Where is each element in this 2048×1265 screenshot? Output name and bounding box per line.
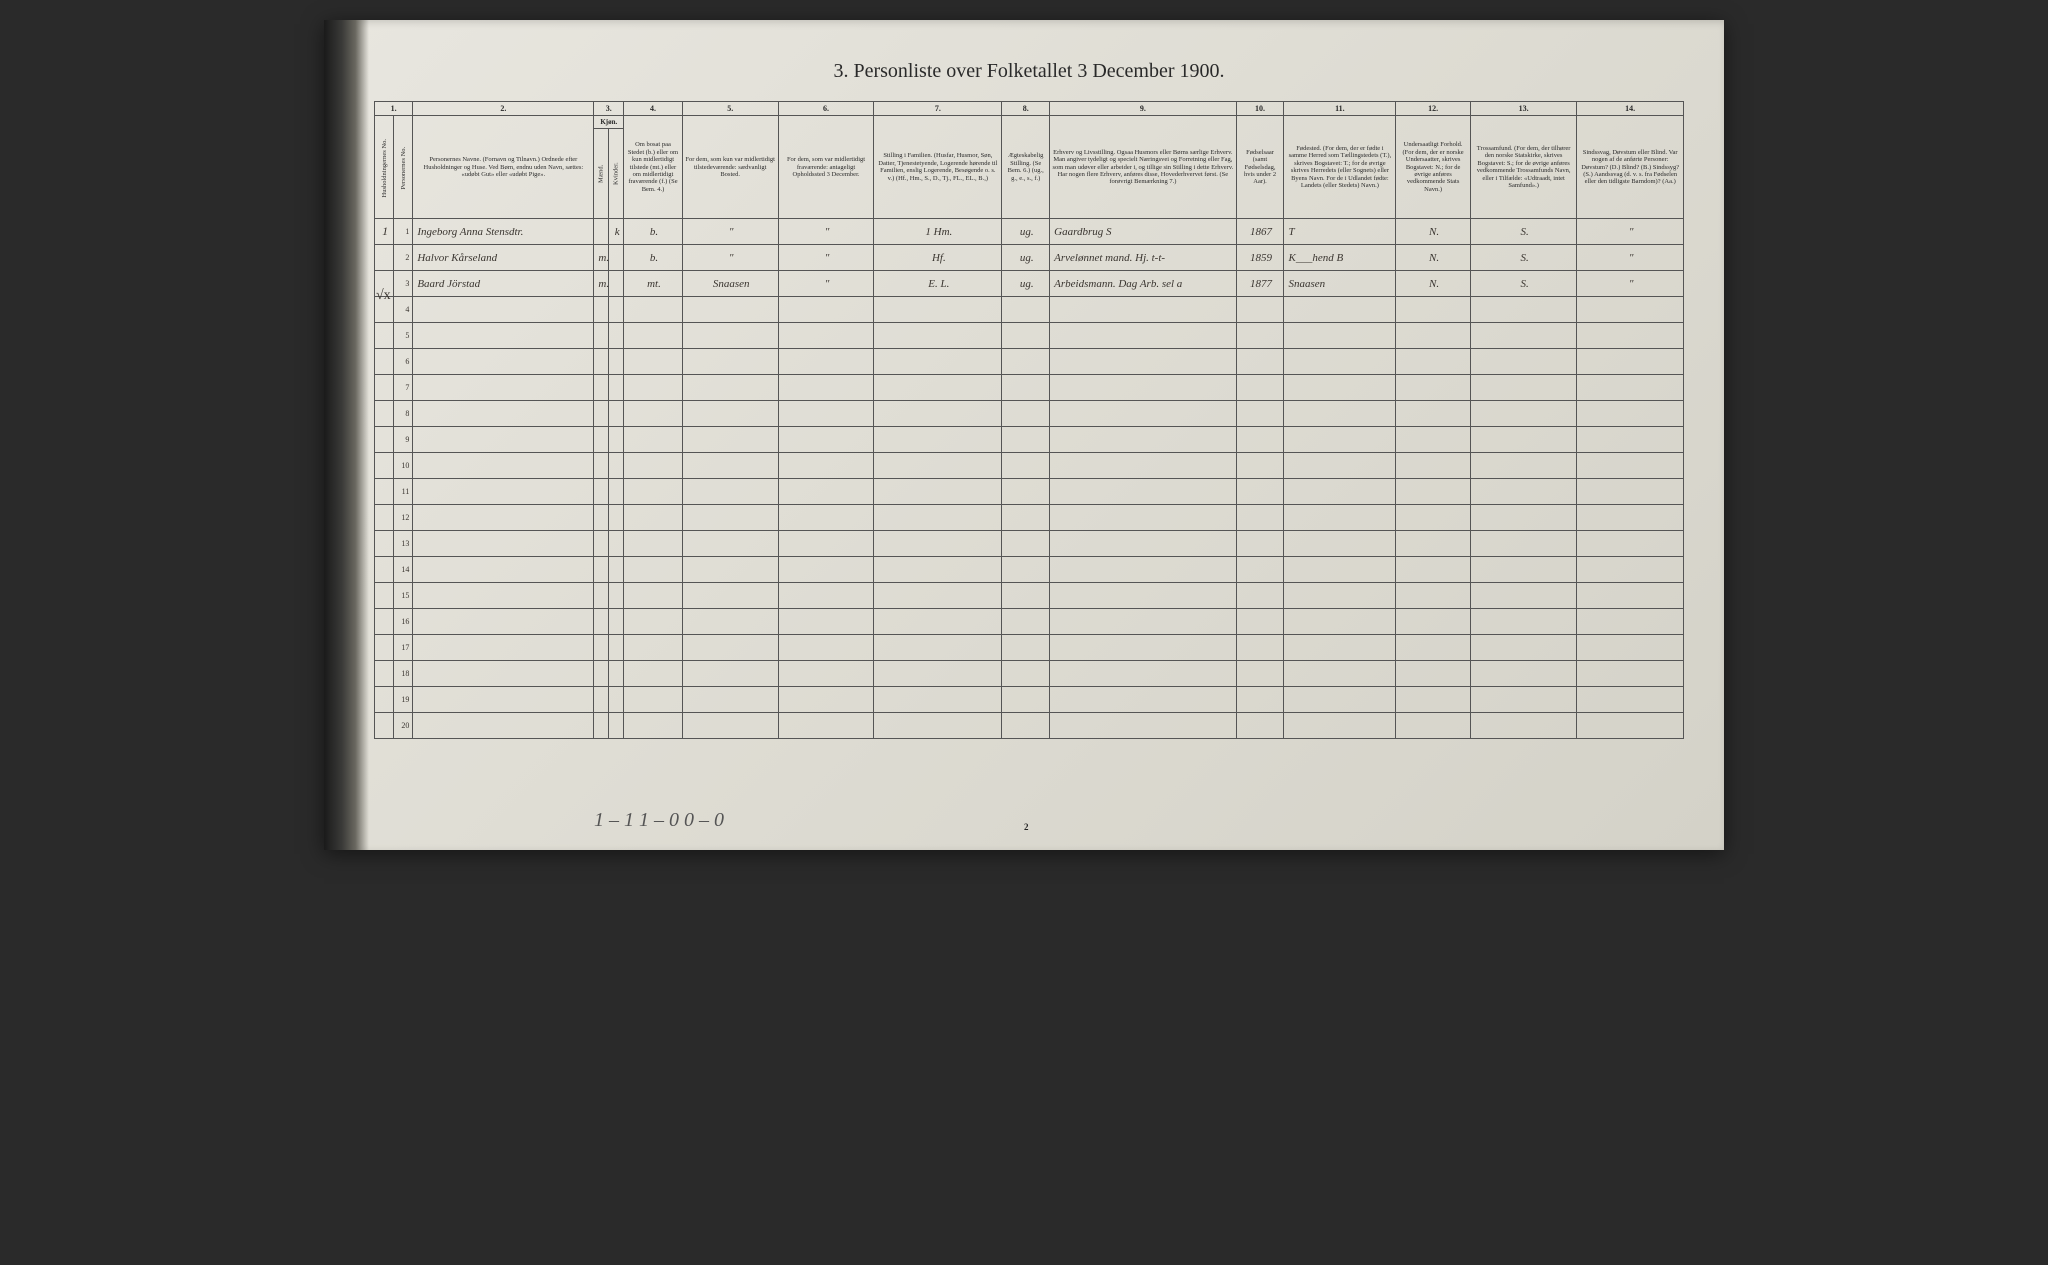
census-document: √x 3. Personliste over Folketallet 3 Dec…: [324, 20, 1724, 850]
table-body: 11Ingeborg Anna Stensdtr.kb.""1 Hm.ug.Ga…: [375, 219, 1684, 739]
col-num: 5.: [682, 102, 778, 116]
table-header: 1.2.3.4.5.6.7.8.9.10.11.12.13.14. Hushol…: [375, 102, 1684, 219]
col-num: 2.: [413, 102, 594, 116]
page-number: 2: [1024, 822, 1029, 832]
col-num: 3.: [594, 102, 624, 116]
margin-mark: √x: [376, 288, 391, 304]
hdr-marital: Ægteskabelig Stilling. (Se Bem. 6.) (ug.…: [1002, 116, 1050, 219]
hdr-occupation: Erhverv og Livsstilling. Ogsaa Husmors e…: [1050, 116, 1236, 219]
footer-tally: 1 – 1 1 – 0 0 – 0: [594, 809, 724, 832]
table-row: 2Halvor Kårselandm.b.""Hf.ug.Arvelønnet …: [375, 245, 1684, 271]
document-title: 3. Personliste over Folketallet 3 Decemb…: [374, 60, 1684, 83]
hdr-sex: Kjøn.: [594, 116, 624, 129]
table-row: 13: [375, 531, 1684, 557]
table-row: 7: [375, 375, 1684, 401]
hdr-temp-present: For dem, som kun var midlertidigt tilste…: [682, 116, 778, 219]
table-row: 20: [375, 713, 1684, 739]
binding-edge: [324, 20, 369, 850]
table-row: 6: [375, 349, 1684, 375]
table-row: 4: [375, 297, 1684, 323]
table-row: 12: [375, 505, 1684, 531]
hdr-family-pos: Stilling i Familien. (Husfar, Husmor, Sø…: [874, 116, 1002, 219]
hdr-temp-absent: For dem, som var midlertidigt fraværende…: [778, 116, 874, 219]
table-row: 8: [375, 401, 1684, 427]
table-row: 14: [375, 557, 1684, 583]
table-row: 16: [375, 609, 1684, 635]
census-table: 1.2.3.4.5.6.7.8.9.10.11.12.13.14. Hushol…: [374, 101, 1684, 739]
table-row: 18: [375, 661, 1684, 687]
table-row: 11Ingeborg Anna Stensdtr.kb.""1 Hm.ug.Ga…: [375, 219, 1684, 245]
col-num: 14.: [1577, 102, 1684, 116]
hdr-household-no: Husholdningernes No.: [375, 116, 394, 219]
col-num: 8.: [1002, 102, 1050, 116]
table-row: 9: [375, 427, 1684, 453]
col-num: 7.: [874, 102, 1002, 116]
hdr-disability: Sindssvag, Døvstum eller Blind. Var noge…: [1577, 116, 1684, 219]
hdr-female: Kvinder.: [609, 129, 624, 219]
hdr-birth-year: Fødselsaar (samt Fødselsdag, hvis under …: [1236, 116, 1284, 219]
hdr-names: Personernes Navne. (Fornavn og Tilnavn.)…: [413, 116, 594, 219]
hdr-person-no: Personernes No.: [394, 116, 413, 219]
table-row: 10: [375, 453, 1684, 479]
col-num: 6.: [778, 102, 874, 116]
hdr-nationality: Undersaatligt Forhold. (For dem, der er …: [1396, 116, 1471, 219]
col-num: 9.: [1050, 102, 1236, 116]
col-num: 4.: [624, 102, 683, 116]
col-num: 12.: [1396, 102, 1471, 116]
hdr-religion: Trossamfund. (For dem, der tilhører den …: [1470, 116, 1577, 219]
col-num: 11.: [1284, 102, 1396, 116]
table-row: 5: [375, 323, 1684, 349]
hdr-male: Mænd.: [594, 129, 609, 219]
col-num: 1.: [375, 102, 413, 116]
table-row: 3Baard Jörstadm.mt.Snaasen"E. L.ug.Arbei…: [375, 271, 1684, 297]
table-row: 11: [375, 479, 1684, 505]
hdr-residence: Om bosat paa Stedet (b.) eller om kun mi…: [624, 116, 683, 219]
table-row: 19: [375, 687, 1684, 713]
table-row: 17: [375, 635, 1684, 661]
col-num: 13.: [1470, 102, 1577, 116]
col-num: 10.: [1236, 102, 1284, 116]
table-row: 15: [375, 583, 1684, 609]
hdr-birthplace: Fødested. (For dem, der er fødte i samme…: [1284, 116, 1396, 219]
